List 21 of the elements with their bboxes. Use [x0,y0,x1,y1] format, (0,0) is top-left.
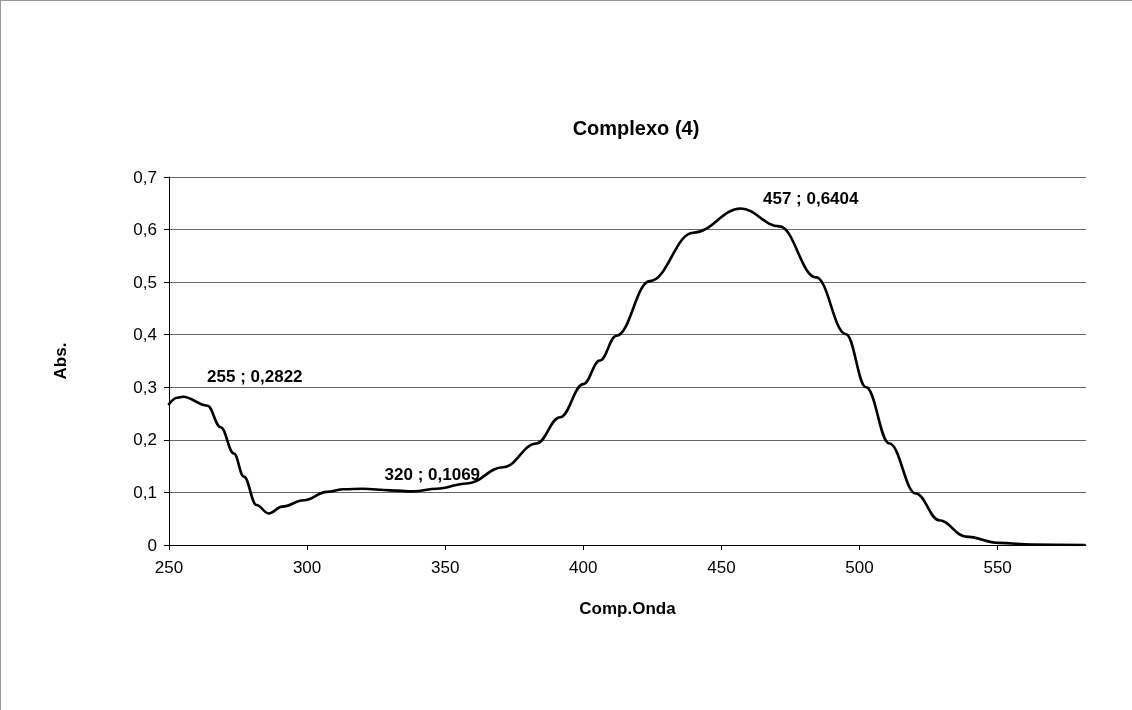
y-tick-label: 0 [147,535,157,555]
annotation: 457 ; 0,6404 [763,188,860,208]
chart-title: Complexo (4) [572,117,700,139]
y-tick-label: 0,3 [133,377,157,397]
x-tick-label: 550 [983,558,1012,577]
x-tick-label: 400 [569,558,598,577]
annotation: 320 ; 0,1069 [384,465,481,485]
y-tick-label: 0,6 [133,220,157,240]
x-tick-label: 450 [707,558,736,577]
y-tick-label: 0,5 [133,272,157,292]
x-tick-label: 300 [292,558,322,577]
x-axis-title: Comp.Onda [579,599,677,618]
y-axis-title: Abs. [51,342,70,380]
x-tick-label: 350 [431,558,460,577]
y-tick-label: 0,4 [133,325,157,345]
x-tick-label: 500 [845,558,874,577]
y-tick-label: 0,2 [133,430,157,450]
annotation: 255 ; 0,2822 [207,367,303,387]
y-tick-label: 0,7 [133,167,157,187]
x-tick-label: 250 [154,558,184,577]
y-tick-label: 0,1 [133,482,157,502]
